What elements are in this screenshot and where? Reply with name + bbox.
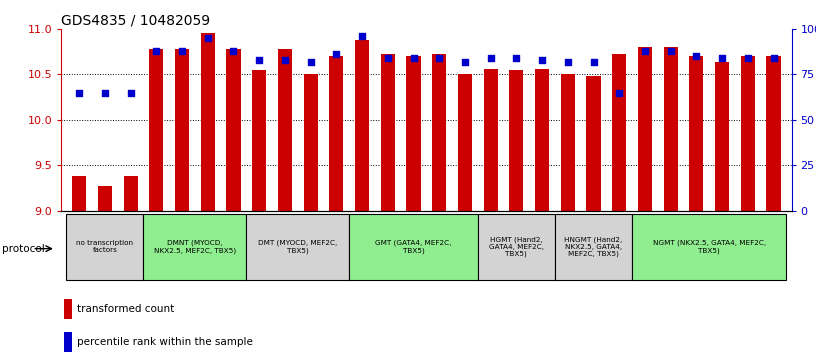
- Point: [381, 55, 394, 61]
- Point: [664, 48, 677, 54]
- Text: DMT (MYOCD, MEF2C,
TBX5): DMT (MYOCD, MEF2C, TBX5): [258, 240, 337, 254]
- Text: DMNT (MYOCD,
NKX2.5, MEF2C, TBX5): DMNT (MYOCD, NKX2.5, MEF2C, TBX5): [154, 240, 236, 254]
- Point: [561, 59, 574, 65]
- Bar: [766, 56, 781, 211]
- Bar: [381, 53, 395, 211]
- Text: percentile rank within the sample: percentile rank within the sample: [77, 337, 253, 347]
- Point: [330, 52, 343, 57]
- Point: [484, 55, 497, 61]
- Bar: [66, 214, 144, 280]
- Bar: [355, 40, 369, 211]
- Point: [690, 53, 703, 59]
- Bar: [201, 33, 215, 211]
- Point: [613, 90, 626, 95]
- Point: [253, 57, 266, 63]
- Bar: [663, 47, 678, 211]
- Text: NGMT (NKX2.5, GATA4, MEF2C,
TBX5): NGMT (NKX2.5, GATA4, MEF2C, TBX5): [653, 240, 765, 254]
- Text: transformed count: transformed count: [77, 304, 174, 314]
- Point: [767, 55, 780, 61]
- Point: [510, 55, 523, 61]
- Point: [73, 90, 86, 95]
- Bar: [72, 176, 86, 211]
- Point: [99, 90, 112, 95]
- Text: HGMT (Hand2,
GATA4, MEF2C,
TBX5): HGMT (Hand2, GATA4, MEF2C, TBX5): [489, 236, 544, 257]
- Point: [638, 48, 651, 54]
- Bar: [555, 214, 632, 280]
- Bar: [509, 70, 523, 211]
- Point: [356, 33, 369, 39]
- Bar: [149, 49, 163, 211]
- Bar: [458, 74, 472, 211]
- Point: [716, 55, 729, 61]
- Text: HNGMT (Hand2,
NKX2.5, GATA4,
MEF2C, TBX5): HNGMT (Hand2, NKX2.5, GATA4, MEF2C, TBX5…: [565, 236, 623, 257]
- Point: [175, 48, 188, 54]
- Bar: [690, 56, 703, 211]
- Bar: [484, 69, 498, 211]
- Bar: [349, 214, 478, 280]
- Point: [407, 55, 420, 61]
- Bar: [638, 47, 652, 211]
- Bar: [432, 53, 446, 211]
- Bar: [406, 56, 420, 211]
- Text: GMT (GATA4, MEF2C,
TBX5): GMT (GATA4, MEF2C, TBX5): [375, 240, 452, 254]
- Bar: [246, 214, 349, 280]
- Bar: [64, 332, 73, 352]
- Bar: [478, 214, 555, 280]
- Bar: [632, 214, 787, 280]
- Bar: [252, 70, 266, 211]
- Point: [202, 35, 215, 41]
- Bar: [587, 76, 601, 211]
- Bar: [144, 214, 246, 280]
- Bar: [561, 74, 574, 211]
- Bar: [98, 186, 112, 211]
- Bar: [226, 49, 241, 211]
- Bar: [175, 49, 189, 211]
- Bar: [535, 69, 549, 211]
- Point: [150, 48, 163, 54]
- Text: no transcription
factors: no transcription factors: [77, 240, 134, 253]
- Point: [304, 59, 317, 65]
- Point: [227, 48, 240, 54]
- Point: [741, 55, 754, 61]
- Bar: [741, 56, 755, 211]
- Point: [278, 57, 291, 63]
- Point: [459, 59, 472, 65]
- Point: [124, 90, 137, 95]
- Bar: [123, 176, 138, 211]
- Bar: [304, 74, 317, 211]
- Bar: [715, 62, 730, 211]
- Bar: [278, 49, 292, 211]
- Bar: [330, 56, 344, 211]
- Point: [587, 59, 600, 65]
- Bar: [612, 54, 627, 211]
- Bar: [64, 299, 73, 319]
- Text: GDS4835 / 10482059: GDS4835 / 10482059: [61, 14, 211, 28]
- Point: [432, 55, 446, 61]
- Point: [535, 57, 548, 63]
- Text: protocol: protocol: [2, 244, 44, 254]
